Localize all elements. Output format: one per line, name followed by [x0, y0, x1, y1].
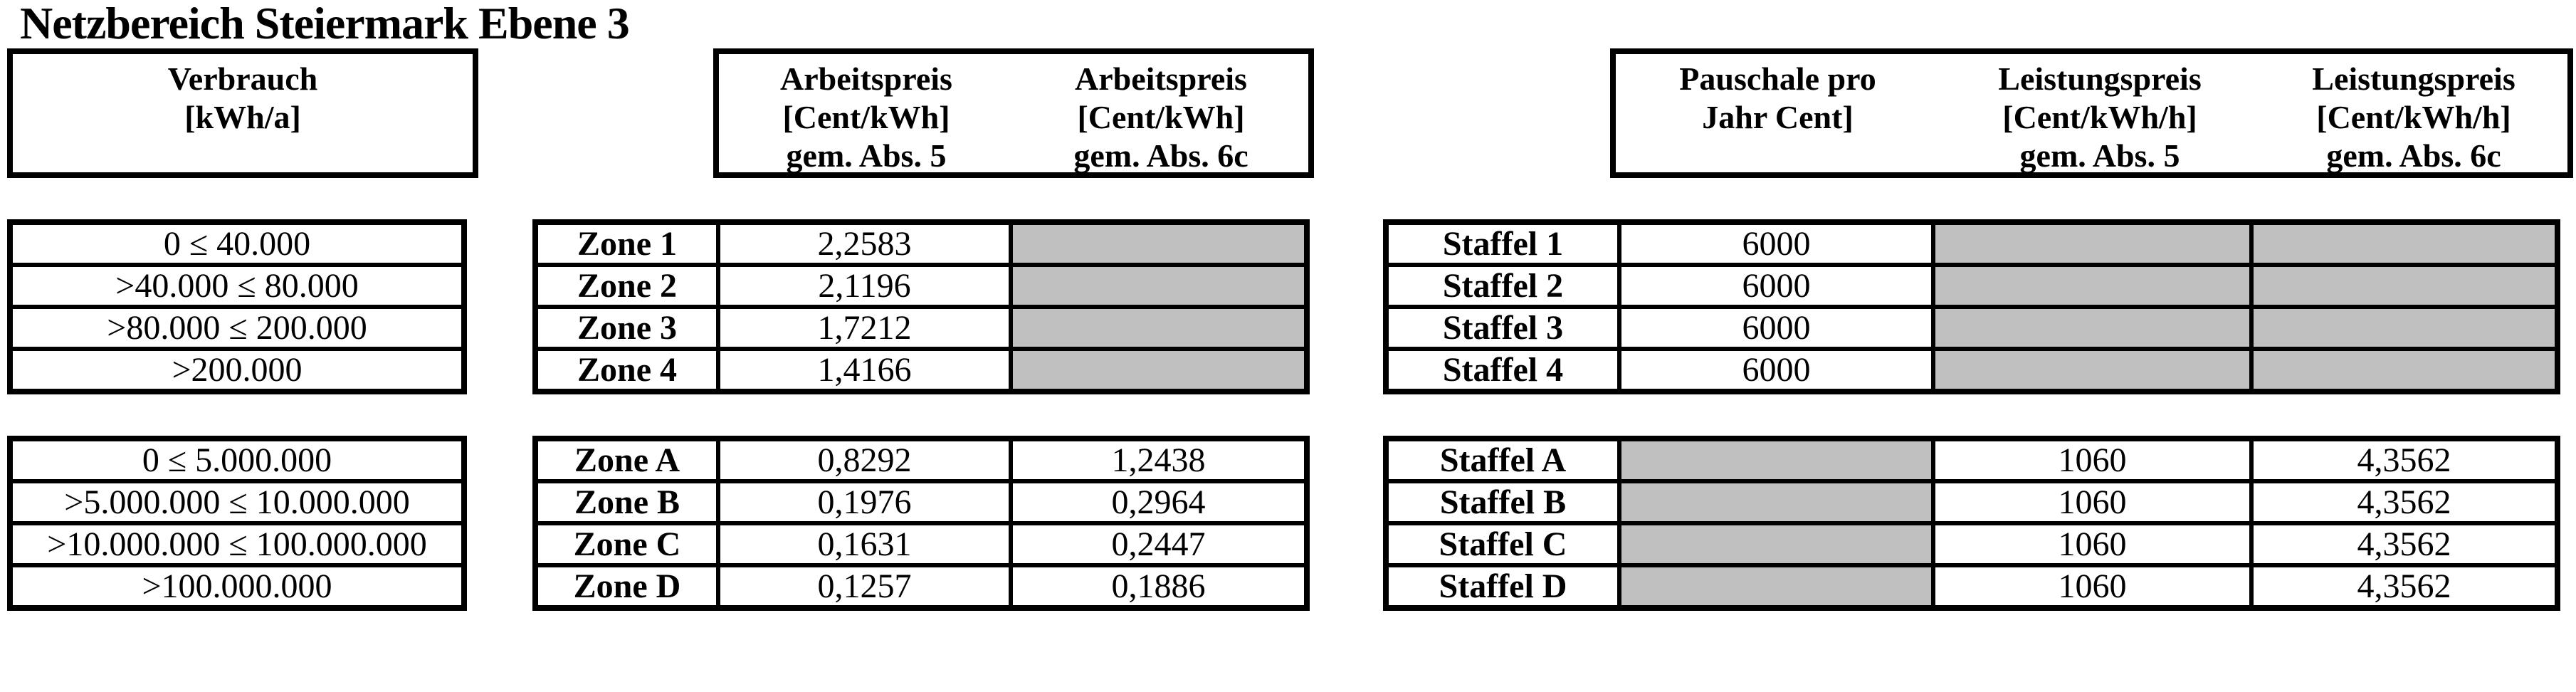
zone-table-group1: Zone 1 2,2583 Zone 2 2,1196 Zone 3 1,7212 Zone… — [532, 219, 1310, 394]
verbrauch-header-line2: [kWh/a] — [184, 99, 301, 135]
header-line: Jahr Cent] — [1702, 99, 1854, 135]
row-label-cell: Staffel A — [1389, 441, 1617, 479]
row-label-cell: Staffel 4 — [1389, 351, 1617, 389]
value-cell: 0,2964 — [1013, 483, 1304, 521]
row-label-cell: Staffel 1 — [1389, 225, 1617, 263]
blocked-cell — [1013, 351, 1304, 389]
value-cell: 6000 — [1621, 351, 1931, 389]
value-cell: 1060 — [1935, 441, 2249, 479]
arbeitspreis-header-box: Arbeitspreis [Cent/kWh] gem. Abs. 5 Arbe… — [713, 48, 1314, 178]
header-line: [Cent/kWh] — [1077, 99, 1245, 135]
blocked-cell — [2254, 267, 2555, 305]
value-cell: 1060 — [1935, 483, 2249, 521]
value-cell: 0 ≤ 5.000.000 — [13, 441, 461, 479]
row-label-cell: Staffel 2 — [1389, 267, 1617, 305]
leistungspreis-abs5-header: Leistungspreis [Cent/kWh/h] gem. Abs. 5 — [1940, 54, 2260, 175]
leistungspreis-abs6c-header: Leistungspreis [Cent/kWh/h] gem. Abs. 6c — [2260, 54, 2567, 175]
value-cell: 4,3562 — [2254, 567, 2555, 605]
value-cell: 1,4166 — [720, 351, 1009, 389]
header-line: gem. Abs. 5 — [786, 137, 947, 174]
blocked-cell — [1935, 351, 2249, 389]
row-label-cell: Zone 3 — [538, 309, 716, 347]
row-label-cell: Staffel 3 — [1389, 309, 1617, 347]
value-cell: 0,1976 — [720, 483, 1009, 521]
value-cell: 0,1257 — [720, 567, 1009, 605]
blocked-cell — [1621, 441, 1931, 479]
value-cell: 4,3562 — [2254, 525, 2555, 563]
header-line: Pauschale pro — [1679, 61, 1876, 97]
page-title: Netzbereich Steiermark Ebene 3 — [20, 0, 630, 48]
value-cell: >10.000.000 ≤ 100.000.000 — [13, 525, 461, 563]
header-line: Arbeitspreis — [1075, 61, 1247, 97]
blocked-cell — [1621, 567, 1931, 605]
header-line: Leistungspreis — [1998, 61, 2202, 97]
blocked-cell — [1935, 225, 2249, 263]
row-label-cell: Zone B — [538, 483, 716, 521]
blocked-cell — [2254, 309, 2555, 347]
value-cell: >100.000.000 — [13, 567, 461, 605]
row-label-cell: Staffel D — [1389, 567, 1617, 605]
header-line: Arbeitspreis — [780, 61, 952, 97]
value-cell: >5.000.000 ≤ 10.000.000 — [13, 483, 461, 521]
value-cell: 1,7212 — [720, 309, 1009, 347]
value-cell: 0,1886 — [1013, 567, 1304, 605]
value-cell: 6000 — [1621, 267, 1931, 305]
leistungspreis-header-box: Pauschale pro Jahr Cent] Leistungspreis … — [1610, 48, 2573, 178]
header-line: gem. Abs. 6c — [1073, 137, 1248, 174]
value-cell: 6000 — [1621, 309, 1931, 347]
blocked-cell — [1621, 525, 1931, 563]
value-cell: 4,3562 — [2254, 441, 2555, 479]
header-line: gem. Abs. 6c — [2326, 137, 2501, 174]
blocked-cell — [1935, 267, 2249, 305]
verbrauch-header-line1: Verbrauch — [167, 61, 318, 97]
value-cell: >40.000 ≤ 80.000 — [13, 267, 461, 305]
arbeitspreis-abs6c-header: Arbeitspreis [Cent/kWh] gem. Abs. 6c — [1014, 54, 1308, 175]
value-cell: >200.000 — [13, 351, 461, 389]
staffel-table-group2: Staffel A 1060 4,3562 Staffel B 1060 4,3562 St… — [1383, 436, 2560, 611]
row-label-cell: Zone 2 — [538, 267, 716, 305]
row-label-cell: Staffel B — [1389, 483, 1617, 521]
blocked-cell — [2254, 225, 2555, 263]
staffel-table-group1: Staffel 1 6000 Staffel 2 6000 Staffel 3 6000 S… — [1383, 219, 2560, 394]
blocked-cell — [1621, 483, 1931, 521]
header-line: Leistungspreis — [2312, 61, 2515, 97]
blocked-cell — [1013, 309, 1304, 347]
row-label-cell: Zone C — [538, 525, 716, 563]
verbrauch-table-group2: 0 ≤ 5.000.000 >5.000.000 ≤ 10.000.000 >10.… — [7, 436, 467, 611]
row-label-cell: Zone 4 — [538, 351, 716, 389]
header-line: [Cent/kWh/h] — [2002, 99, 2197, 135]
blocked-cell — [2254, 351, 2555, 389]
arbeitspreis-abs5-header: Arbeitspreis [Cent/kWh] gem. Abs. 5 — [719, 54, 1014, 175]
blocked-cell — [1013, 267, 1304, 305]
pauschale-header: Pauschale pro Jahr Cent] — [1616, 54, 1940, 137]
header-line: gem. Abs. 5 — [2019, 137, 2180, 174]
header-line: [Cent/kWh/h] — [2316, 99, 2511, 135]
value-cell: 1,2438 — [1013, 441, 1304, 479]
value-cell: 0,1631 — [720, 525, 1009, 563]
value-cell: 0 ≤ 40.000 — [13, 225, 461, 263]
value-cell: 4,3562 — [2254, 483, 2555, 521]
zone-table-group2: Zone A 0,8292 1,2438 Zone B 0,1976 0,2964 Zone… — [532, 436, 1310, 611]
blocked-cell — [1013, 225, 1304, 263]
value-cell: 2,1196 — [720, 267, 1009, 305]
verbrauch-header-box: Verbrauch [kWh/a] — [7, 48, 478, 178]
value-cell: >80.000 ≤ 200.000 — [13, 309, 461, 347]
value-cell: 0,8292 — [720, 441, 1009, 479]
verbrauch-table-group1: 0 ≤ 40.000 >40.000 ≤ 80.000 >80.000 ≤ 200.… — [7, 219, 467, 394]
value-cell: 1060 — [1935, 567, 2249, 605]
row-label-cell: Zone A — [538, 441, 716, 479]
value-cell: 1060 — [1935, 525, 2249, 563]
value-cell: 6000 — [1621, 225, 1931, 263]
row-label-cell: Staffel C — [1389, 525, 1617, 563]
row-label-cell: Zone 1 — [538, 225, 716, 263]
value-cell: 0,2447 — [1013, 525, 1304, 563]
row-label-cell: Zone D — [538, 567, 716, 605]
blocked-cell — [1935, 309, 2249, 347]
verbrauch-header-col: Verbrauch [kWh/a] — [13, 54, 473, 137]
value-cell: 2,2583 — [720, 225, 1009, 263]
header-line: [Cent/kWh] — [782, 99, 950, 135]
